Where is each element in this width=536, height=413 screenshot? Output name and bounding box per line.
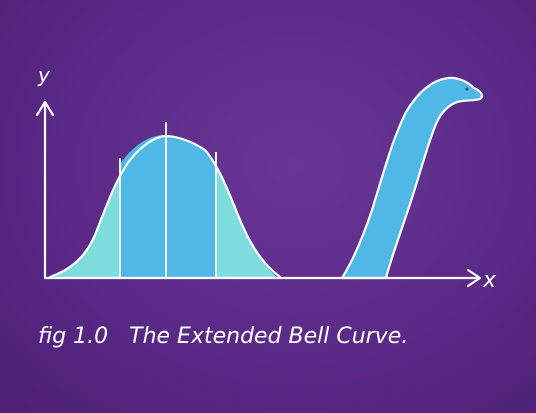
sea-creature-eye-icon	[465, 87, 468, 90]
x-axis-label: x	[482, 268, 497, 293]
sea-creature-neck-icon	[342, 78, 482, 278]
figure-caption: fig 1.0 The Extended Bell Curve.	[38, 324, 408, 349]
y-axis-label: y	[37, 63, 51, 87]
